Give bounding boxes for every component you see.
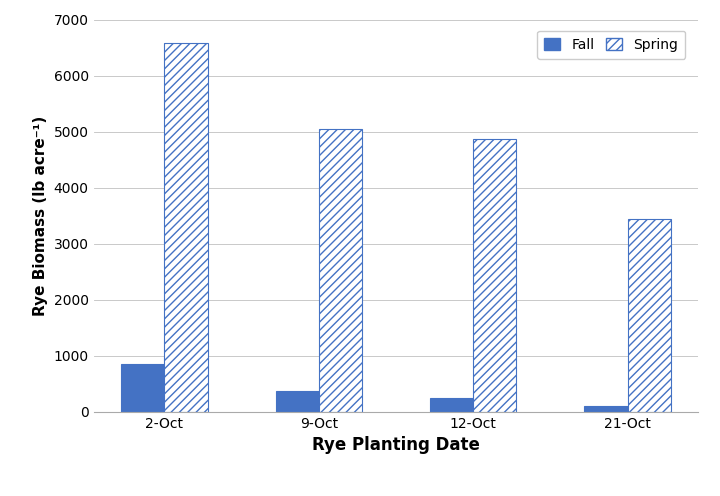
Bar	[473, 139, 516, 412]
Bar	[319, 129, 362, 412]
Bar	[585, 406, 628, 412]
Bar	[121, 364, 164, 412]
Bar	[164, 43, 207, 412]
Legend: Fall, Spring: Fall, Spring	[537, 31, 685, 59]
X-axis label: Rye Planting Date: Rye Planting Date	[312, 436, 480, 454]
Bar	[430, 398, 473, 412]
Y-axis label: Rye Biomass (lb acre⁻¹): Rye Biomass (lb acre⁻¹)	[33, 116, 48, 316]
Bar	[628, 219, 671, 412]
Bar	[276, 391, 319, 412]
